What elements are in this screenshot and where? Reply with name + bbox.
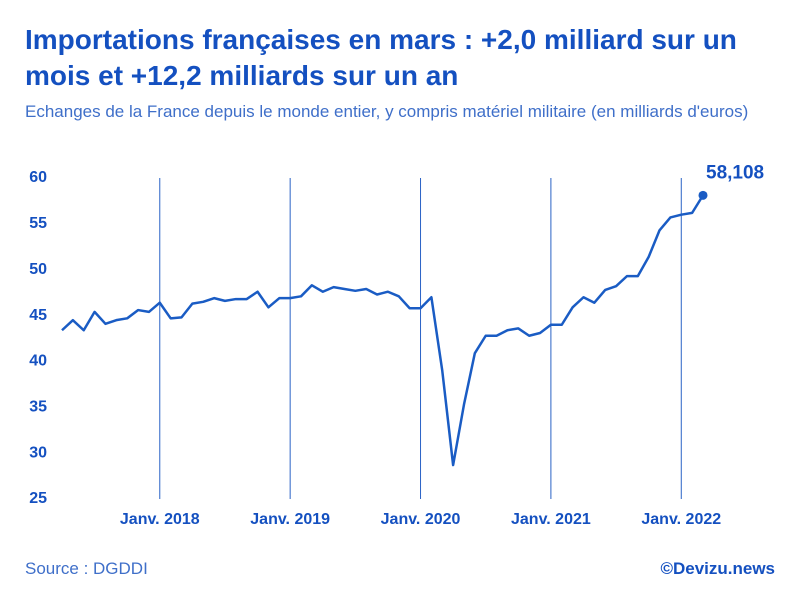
credit: ©Devizu.news: [660, 559, 775, 578]
y-tick-label: 45: [29, 307, 47, 324]
x-tick-label: Janv. 2020: [381, 511, 461, 528]
x-tick-label: Janv. 2022: [641, 511, 721, 528]
y-tick-label: 60: [29, 169, 47, 186]
y-tick-label: 30: [29, 444, 47, 461]
x-tick-label: Janv. 2021: [511, 511, 591, 528]
y-tick-label: 55: [29, 215, 47, 232]
source: Source : DGDDI: [25, 559, 148, 578]
x-tick-label: Janv. 2019: [250, 511, 330, 528]
x-tick-label: Janv. 2018: [120, 511, 200, 528]
y-tick-label: 35: [29, 399, 47, 416]
y-tick-label: 50: [29, 261, 47, 278]
chart-subtitle: Echanges de la France depuis le monde en…: [25, 102, 749, 121]
y-tick-label: 25: [29, 490, 47, 507]
y-tick-label: 40: [29, 353, 47, 370]
chart-title: Importations françaises en mars : +2,0 m…: [25, 24, 737, 91]
point: [698, 190, 708, 200]
data-label: 58,108: [706, 162, 764, 183]
line: [61, 194, 705, 467]
